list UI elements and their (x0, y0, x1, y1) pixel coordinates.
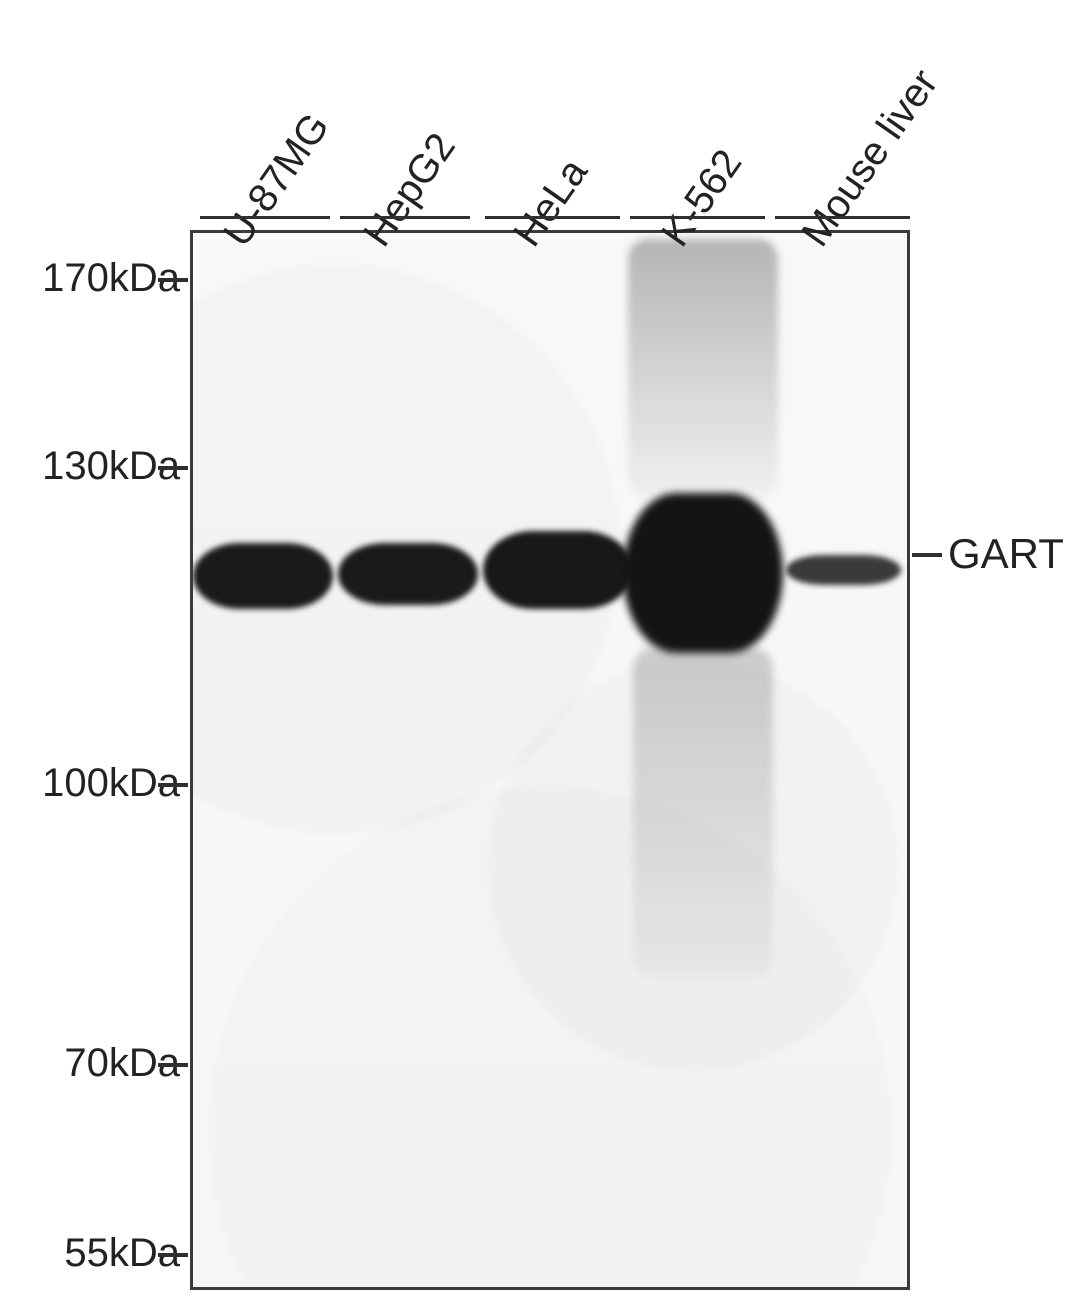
blot-membrane (190, 230, 910, 1290)
band-smear (633, 648, 773, 978)
mw-marker-tick (158, 278, 188, 282)
lane-label: Mouse liver (793, 62, 947, 255)
mw-marker-label: 130kDa (10, 444, 180, 489)
protein-band (786, 555, 901, 585)
mw-marker-tick (158, 466, 188, 470)
protein-band (623, 493, 783, 653)
lane-underline (775, 216, 910, 219)
target-label: GART (948, 530, 1064, 578)
mw-marker-label: 100kDa (10, 761, 180, 806)
membrane-background (193, 233, 907, 1287)
protein-band (338, 543, 478, 605)
mw-marker-tick (158, 783, 188, 787)
lane-underline (630, 216, 765, 219)
lane-underline (200, 216, 330, 219)
lane-underline (485, 216, 620, 219)
target-tick (912, 553, 942, 557)
band-smear (628, 239, 778, 499)
lane-underline (340, 216, 470, 219)
protein-band (483, 531, 633, 609)
mw-marker-label: 70kDa (10, 1041, 180, 1086)
protein-band (193, 543, 333, 609)
mw-marker-label: 170kDa (10, 256, 180, 301)
mw-marker-tick (158, 1063, 188, 1067)
western-blot-figure: U-87MGHepG2HeLaK-562Mouse liver 170kDa13… (0, 0, 1080, 1302)
mw-marker-label: 55kDa (10, 1231, 180, 1276)
mw-marker-tick (158, 1253, 188, 1257)
